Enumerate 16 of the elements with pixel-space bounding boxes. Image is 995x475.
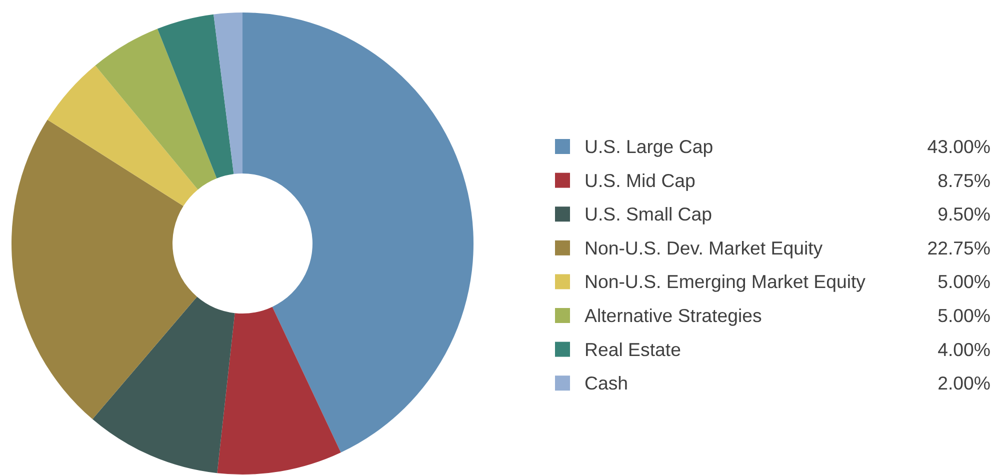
legend-label: U.S. Large Cap (584, 136, 714, 157)
legend-label: U.S. Mid Cap (584, 170, 696, 191)
data-label: 9.50% (938, 204, 991, 225)
data-label: 5.00% (938, 305, 991, 326)
data-label: 22.75% (927, 237, 991, 258)
legend-label: U.S. Small Cap (584, 204, 712, 225)
legend-label: Non-U.S. Emerging Market Equity (584, 271, 866, 292)
legend-label: Real Estate (584, 338, 681, 360)
data-label: 2.00% (938, 372, 991, 394)
data-label: 8.75% (938, 170, 991, 191)
data-label: 5.00% (938, 271, 991, 292)
data-label: 4.00% (938, 338, 991, 360)
legend-label: Non-U.S. Dev. Market Equity (584, 237, 824, 258)
data-label: 43.00% (927, 136, 991, 157)
legend-label: Alternative Strategies (584, 305, 762, 326)
legend-label: Cash (584, 372, 628, 394)
